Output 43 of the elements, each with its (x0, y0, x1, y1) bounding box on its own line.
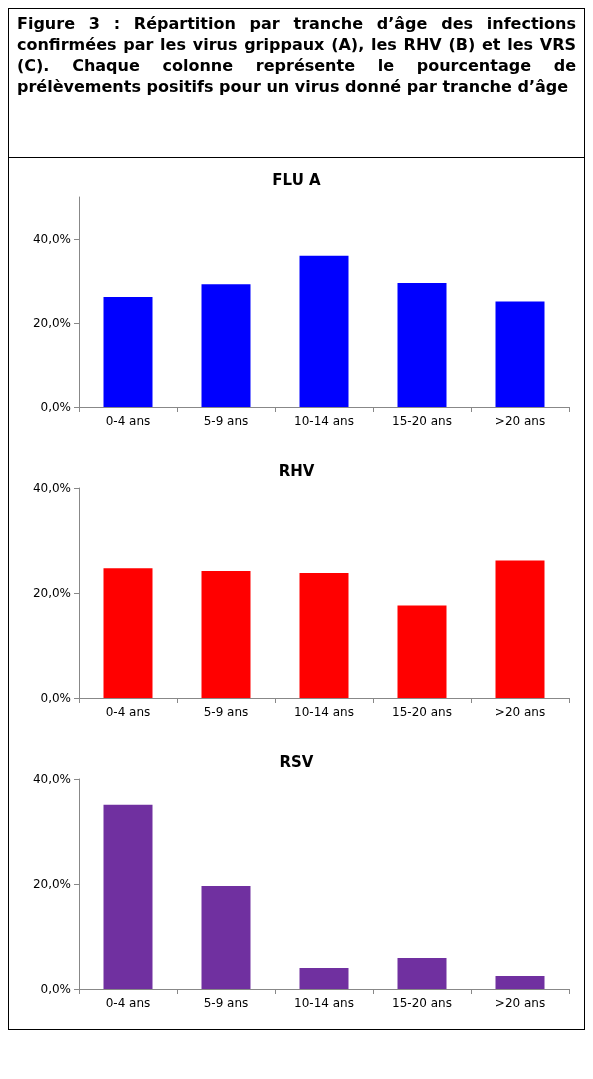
chart-title: RHV (278, 461, 315, 480)
y-tick-label: 40,0% (32, 481, 71, 495)
x-tick-label: 0-4 ans (105, 414, 151, 428)
x-tick-label: 0-4 ans (105, 705, 151, 719)
x-tick-label: 15-20 ans (392, 705, 452, 719)
y-tick-label: 20,0% (32, 586, 71, 600)
chart-title: FLU A (272, 170, 322, 189)
y-tick-label: 20,0% (32, 877, 71, 891)
x-tick-label: 0-4 ans (105, 996, 151, 1010)
x-tick-label: 15-20 ans (392, 996, 452, 1010)
bar (201, 886, 251, 989)
bar (103, 568, 153, 698)
x-tick-label: 5-9 ans (203, 705, 249, 719)
y-tick-label: 0,0% (40, 982, 71, 996)
x-tick-label: 10-14 ans (294, 414, 354, 428)
y-tick-label: 40,0% (32, 772, 71, 786)
y-tick-label: 0,0% (40, 400, 71, 414)
x-tick-label: 10-14 ans (294, 705, 354, 719)
x-tick-label: >20 ans (494, 996, 546, 1010)
bar (495, 560, 545, 698)
bar (201, 284, 251, 407)
bar (397, 605, 447, 698)
x-tick-label: 15-20 ans (392, 414, 452, 428)
x-tick-label: 5-9 ans (203, 414, 249, 428)
bar (103, 296, 153, 407)
bar (299, 255, 349, 407)
x-tick-label: 10-14 ans (294, 996, 354, 1010)
bar (103, 804, 153, 989)
bar (299, 573, 349, 698)
y-tick-label: 40,0% (32, 232, 71, 246)
caption: Figure 3 : Répartition par tranche d’âge des infections confirmées par les virus grippaux (A), les RHV (B) et les VRS (C). Chaque colonne représente le pourcentage de prélèvements positifs pour un virus donné par tranche d’âge (9, 9, 584, 158)
bar (201, 570, 251, 698)
chart-title: RSV (279, 752, 314, 771)
y-tick-label: 0,0% (40, 691, 71, 705)
bar (495, 301, 545, 407)
bar (397, 958, 447, 989)
bar (299, 968, 349, 989)
x-tick-label: >20 ans (494, 414, 546, 428)
x-tick-label: >20 ans (494, 705, 546, 719)
bar (397, 283, 447, 407)
y-tick-label: 20,0% (32, 316, 71, 330)
bar (495, 975, 545, 989)
x-tick-label: 5-9 ans (203, 996, 249, 1010)
